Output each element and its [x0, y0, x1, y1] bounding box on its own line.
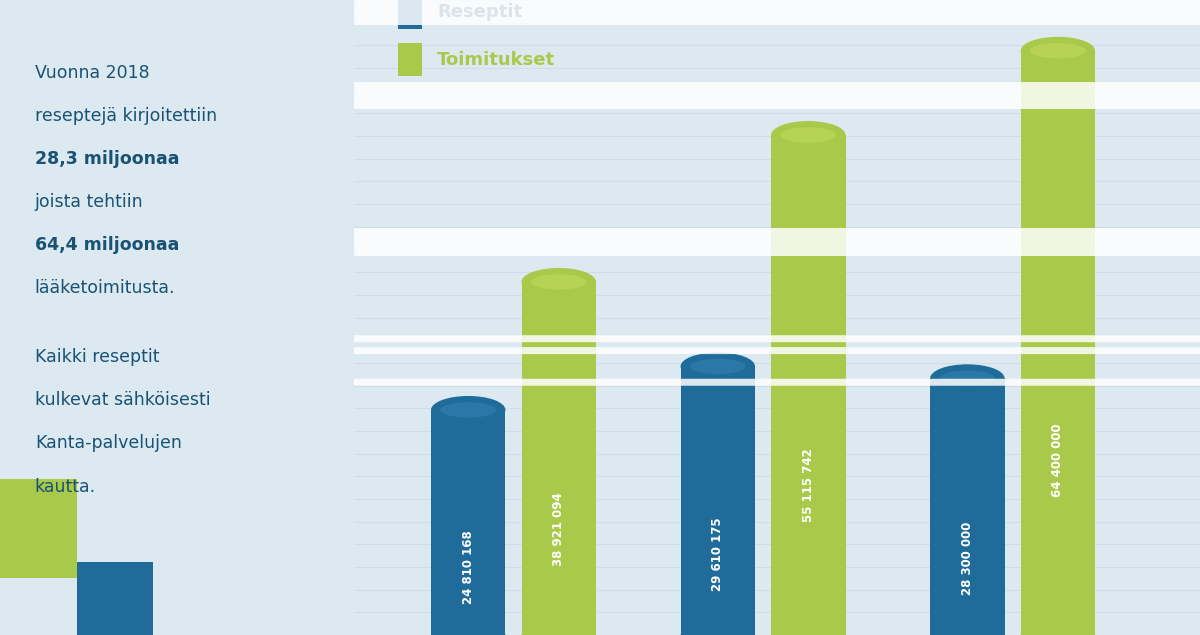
Text: 55 115 742: 55 115 742 — [802, 448, 815, 522]
Text: 64 400 000: 64 400 000 — [1051, 423, 1064, 497]
Text: Kanta-palvelujen: Kanta-palvelujen — [35, 434, 181, 452]
Text: 29 610 175: 29 610 175 — [712, 518, 725, 591]
Bar — [0, 91, 1200, 109]
Bar — [0, 229, 1200, 232]
Ellipse shape — [940, 371, 995, 386]
Ellipse shape — [690, 359, 745, 374]
Bar — [772, 135, 846, 635]
Text: lääketoimitusta.: lääketoimitusta. — [35, 279, 175, 297]
Text: 28,3 miljoonaa: 28,3 miljoonaa — [35, 150, 179, 168]
Ellipse shape — [431, 627, 505, 635]
Ellipse shape — [522, 268, 596, 296]
Bar — [431, 410, 505, 635]
Text: kautta.: kautta. — [35, 478, 96, 495]
FancyBboxPatch shape — [398, 0, 421, 29]
Ellipse shape — [930, 627, 1004, 635]
Ellipse shape — [0, 371, 1200, 386]
Ellipse shape — [0, 328, 1200, 343]
Text: 28 300 000: 28 300 000 — [961, 521, 974, 594]
Text: 24 810 168: 24 810 168 — [462, 531, 475, 605]
Bar — [0, 85, 1200, 91]
Bar — [0, 0, 1200, 1]
Ellipse shape — [930, 364, 1004, 392]
Text: Vuonna 2018: Vuonna 2018 — [35, 64, 150, 81]
Text: Toimitukset: Toimitukset — [437, 51, 556, 69]
Text: kulkevat sähköisesti: kulkevat sähköisesti — [35, 391, 210, 409]
Text: reseptejä kirjoitettiin: reseptejä kirjoitettiin — [35, 107, 217, 124]
Bar — [77, 562, 154, 635]
Text: 38 921 094: 38 921 094 — [552, 492, 565, 566]
Ellipse shape — [1021, 37, 1096, 65]
Bar — [0, 479, 77, 578]
Ellipse shape — [1030, 43, 1086, 58]
Ellipse shape — [530, 274, 587, 290]
Bar — [0, 81, 1200, 85]
Bar — [0, 1, 1200, 7]
FancyBboxPatch shape — [398, 43, 421, 76]
Ellipse shape — [680, 627, 755, 635]
Bar — [1021, 51, 1096, 635]
Bar — [0, 238, 1200, 256]
Text: Kaikki reseptit: Kaikki reseptit — [35, 348, 160, 366]
Ellipse shape — [440, 402, 496, 418]
Ellipse shape — [680, 352, 755, 380]
Bar — [0, 7, 1200, 25]
Bar — [522, 282, 596, 635]
Text: Reseptit: Reseptit — [437, 3, 522, 21]
Text: joista tehtiin: joista tehtiin — [35, 193, 144, 211]
Bar — [0, 232, 1200, 238]
Ellipse shape — [772, 627, 846, 635]
Text: 64,4 miljoonaa: 64,4 miljoonaa — [35, 236, 179, 254]
Ellipse shape — [780, 128, 836, 143]
Bar — [680, 366, 755, 635]
Ellipse shape — [431, 396, 505, 424]
Bar — [930, 378, 1004, 635]
Ellipse shape — [0, 339, 1200, 354]
Ellipse shape — [1021, 627, 1096, 635]
Ellipse shape — [522, 627, 596, 635]
Ellipse shape — [772, 121, 846, 149]
